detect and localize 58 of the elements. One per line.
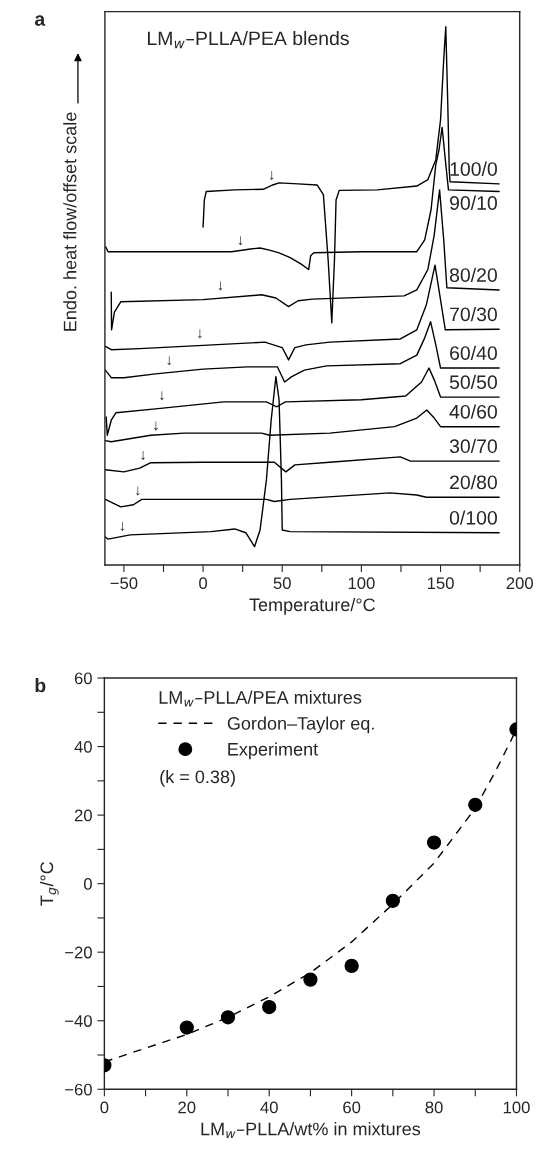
- y-axis-title: Endo. heat flow/offset scale: [63, 112, 77, 331]
- series-label: 20/80: [450, 474, 497, 490]
- series-label: 100/0: [450, 161, 497, 176]
- x-tick-label: 150: [427, 577, 454, 590]
- x-tick-label: 100: [348, 577, 375, 590]
- annotation: ↓: [238, 236, 243, 246]
- x-tick-label: −50: [110, 577, 138, 590]
- x-tick-label: 0: [199, 577, 208, 590]
- series-label: 90/10: [450, 195, 497, 210]
- x-axis-title: Temperature/°C: [249, 597, 375, 615]
- annotation: ↓: [198, 329, 202, 339]
- series-label: 60/40: [450, 345, 497, 360]
- y-tick-label: −20: [65, 946, 92, 959]
- series-label: 80/20: [449, 267, 497, 282]
- legend-label: Experiment: [228, 742, 319, 760]
- legend-title: LM$_{w}$–PLLA/PEA mixtures: [159, 690, 362, 707]
- y-axis-title: T$_{g}$/°C: [39, 861, 59, 906]
- point: [262, 999, 277, 1015]
- x-tick-label: 50: [273, 577, 291, 590]
- annotation: (k = 0.38): [160, 769, 235, 787]
- x-tick-label: 80: [425, 1101, 443, 1114]
- x-tick-label: 60: [343, 1101, 361, 1114]
- series-label: 40/60: [449, 404, 497, 419]
- annotation: ↓: [136, 486, 140, 496]
- x-tick-label: 20: [178, 1101, 196, 1114]
- chart-title: LM$_{w}$–PLLA/PEA blends: [147, 30, 349, 49]
- series-label: 0/100: [449, 510, 497, 525]
- annotation: ↓: [218, 281, 223, 291]
- x-tick-label: 0: [100, 1101, 109, 1114]
- point: [303, 972, 318, 987]
- point: [468, 797, 483, 812]
- text: a: [34, 15, 46, 26]
- annotation: ↓: [160, 391, 164, 401]
- annotation: ↓: [120, 522, 125, 532]
- y-tick-label: 60: [74, 672, 92, 685]
- x-tick-label: 100: [503, 1101, 530, 1114]
- point: [385, 893, 400, 908]
- y-tick-label: 20: [74, 809, 92, 822]
- annotation: ↓: [269, 171, 274, 181]
- y-tick-label: −40: [65, 1015, 92, 1027]
- y-tick-label: 0: [83, 878, 92, 890]
- series-label: 70/30: [450, 306, 497, 322]
- point: [344, 958, 359, 974]
- y-tick-label: 40: [74, 740, 92, 753]
- point: [220, 1010, 236, 1025]
- x-tick-label: 40: [260, 1101, 278, 1114]
- x-tick-label: 200: [506, 577, 533, 590]
- point: [179, 1020, 194, 1035]
- x-axis-title: LM$_{w}$–PLLA/wt% in mixtures: [201, 1122, 421, 1139]
- series-label: 50/50: [449, 374, 497, 390]
- text: b: [35, 678, 46, 693]
- series-label: 30/70: [449, 438, 497, 454]
- point: [426, 835, 442, 850]
- annotation: ↓: [154, 421, 158, 431]
- y-tick-label: −60: [65, 1083, 92, 1096]
- legend-label: Gordon–Taylor eq.: [227, 716, 374, 734]
- annotation: ↓: [167, 356, 171, 366]
- annotation: ↓: [141, 450, 145, 461]
